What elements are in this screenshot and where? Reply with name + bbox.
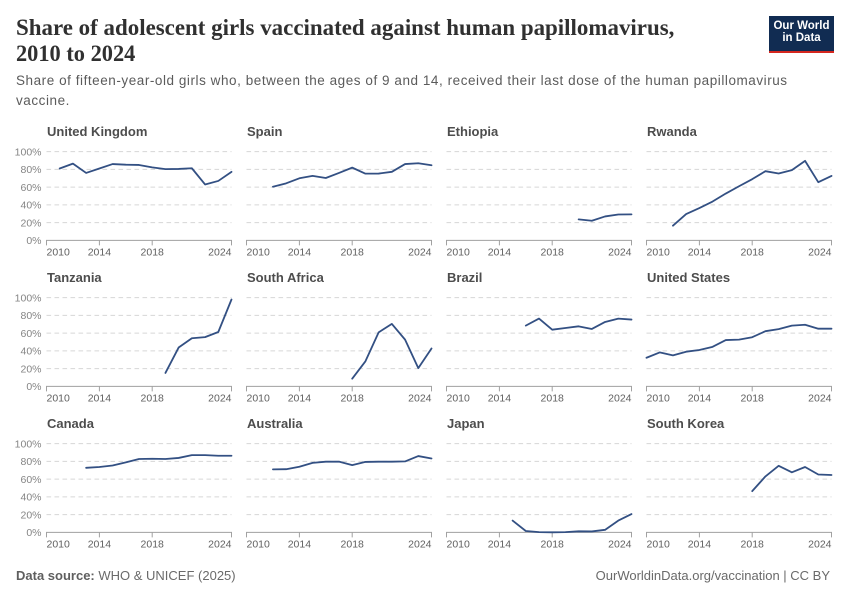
svg-text:2018: 2018	[141, 539, 165, 551]
svg-text:2024: 2024	[808, 247, 832, 259]
svg-text:Canada: Canada	[47, 416, 95, 431]
svg-text:Spain: Spain	[247, 124, 282, 139]
svg-text:2014: 2014	[288, 539, 312, 551]
svg-text:40%: 40%	[20, 200, 41, 212]
svg-text:2014: 2014	[88, 539, 112, 551]
svg-text:2010: 2010	[47, 247, 71, 259]
svg-text:60%: 60%	[20, 474, 41, 486]
svg-text:100%: 100%	[15, 438, 42, 450]
svg-text:80%: 80%	[20, 310, 41, 322]
svg-text:Ethiopia: Ethiopia	[447, 124, 499, 139]
svg-text:United States: United States	[647, 270, 730, 285]
svg-text:2024: 2024	[608, 247, 632, 259]
svg-text:South Korea: South Korea	[647, 416, 725, 431]
svg-text:2010: 2010	[647, 539, 671, 551]
svg-text:100%: 100%	[15, 146, 42, 158]
svg-text:80%: 80%	[20, 164, 41, 176]
svg-text:2014: 2014	[688, 539, 712, 551]
svg-text:2010: 2010	[247, 393, 271, 405]
svg-text:2018: 2018	[541, 247, 565, 259]
svg-text:2018: 2018	[741, 247, 765, 259]
svg-text:Brazil: Brazil	[447, 270, 482, 285]
svg-text:2014: 2014	[488, 393, 512, 405]
svg-text:Rwanda: Rwanda	[647, 124, 698, 139]
svg-text:60%: 60%	[20, 328, 41, 340]
svg-text:2024: 2024	[408, 247, 432, 259]
svg-text:2024: 2024	[808, 393, 832, 405]
svg-text:40%: 40%	[20, 346, 41, 358]
svg-text:2024: 2024	[608, 539, 632, 551]
svg-text:0%: 0%	[26, 381, 41, 393]
svg-text:2024: 2024	[208, 393, 232, 405]
svg-text:2014: 2014	[288, 393, 312, 405]
svg-text:2018: 2018	[341, 539, 365, 551]
svg-text:0%: 0%	[26, 235, 41, 247]
svg-text:2010: 2010	[647, 247, 671, 259]
svg-text:2014: 2014	[288, 247, 312, 259]
svg-text:2010: 2010	[647, 393, 671, 405]
svg-text:2010: 2010	[447, 539, 471, 551]
svg-text:60%: 60%	[20, 182, 41, 194]
svg-text:2018: 2018	[541, 539, 565, 551]
svg-text:0%: 0%	[26, 527, 41, 539]
svg-text:2018: 2018	[341, 247, 365, 259]
svg-text:2024: 2024	[608, 393, 632, 405]
svg-text:20%: 20%	[20, 217, 41, 229]
svg-text:2018: 2018	[141, 393, 165, 405]
svg-text:2018: 2018	[741, 539, 765, 551]
svg-text:United Kingdom: United Kingdom	[47, 124, 147, 139]
svg-text:80%: 80%	[20, 456, 41, 468]
svg-text:Japan: Japan	[447, 416, 485, 431]
svg-text:South Africa: South Africa	[247, 270, 325, 285]
svg-text:2024: 2024	[808, 539, 832, 551]
svg-text:2024: 2024	[408, 539, 432, 551]
svg-text:2014: 2014	[688, 393, 712, 405]
svg-text:Tanzania: Tanzania	[47, 270, 102, 285]
svg-text:2010: 2010	[47, 393, 71, 405]
svg-text:20%: 20%	[20, 363, 41, 375]
svg-text:2014: 2014	[88, 247, 112, 259]
svg-text:2024: 2024	[408, 393, 432, 405]
svg-text:2014: 2014	[88, 393, 112, 405]
svg-text:2024: 2024	[208, 539, 232, 551]
svg-text:2018: 2018	[541, 393, 565, 405]
svg-text:2014: 2014	[488, 539, 512, 551]
svg-text:40%: 40%	[20, 492, 41, 504]
svg-text:2010: 2010	[447, 247, 471, 259]
svg-text:Australia: Australia	[247, 416, 303, 431]
svg-text:2018: 2018	[741, 393, 765, 405]
svg-text:2024: 2024	[208, 247, 232, 259]
svg-text:2010: 2010	[247, 247, 271, 259]
svg-text:20%: 20%	[20, 509, 41, 521]
svg-text:2018: 2018	[341, 393, 365, 405]
svg-text:2014: 2014	[688, 247, 712, 259]
svg-text:2010: 2010	[247, 539, 271, 551]
svg-text:2010: 2010	[47, 539, 71, 551]
svg-text:2018: 2018	[141, 247, 165, 259]
svg-text:100%: 100%	[15, 292, 42, 304]
svg-text:2014: 2014	[488, 247, 512, 259]
svg-text:2010: 2010	[447, 393, 471, 405]
